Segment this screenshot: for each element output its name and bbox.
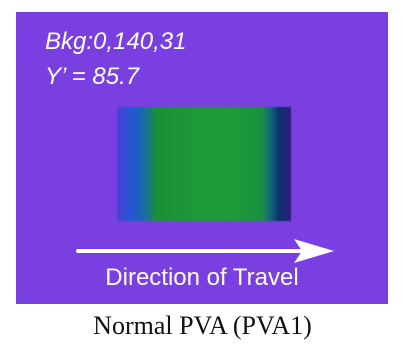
block-core <box>155 107 263 221</box>
block-leading-blur <box>117 107 155 221</box>
direction-arrow-icon <box>76 239 334 263</box>
block-trailing-blur <box>263 107 291 221</box>
moving-block <box>117 107 291 221</box>
motion-blur-panel: Bkg:0,140,31 Y’ = 85.7 Direction of Trav… <box>16 12 388 304</box>
figure-caption: Normal PVA (PVA1) <box>93 311 312 340</box>
luminance-label: Y’ = 85.7 <box>45 63 140 90</box>
direction-of-travel-label: Direction of Travel <box>105 264 299 291</box>
background-color-label: Bkg:0,140,31 <box>45 28 187 55</box>
